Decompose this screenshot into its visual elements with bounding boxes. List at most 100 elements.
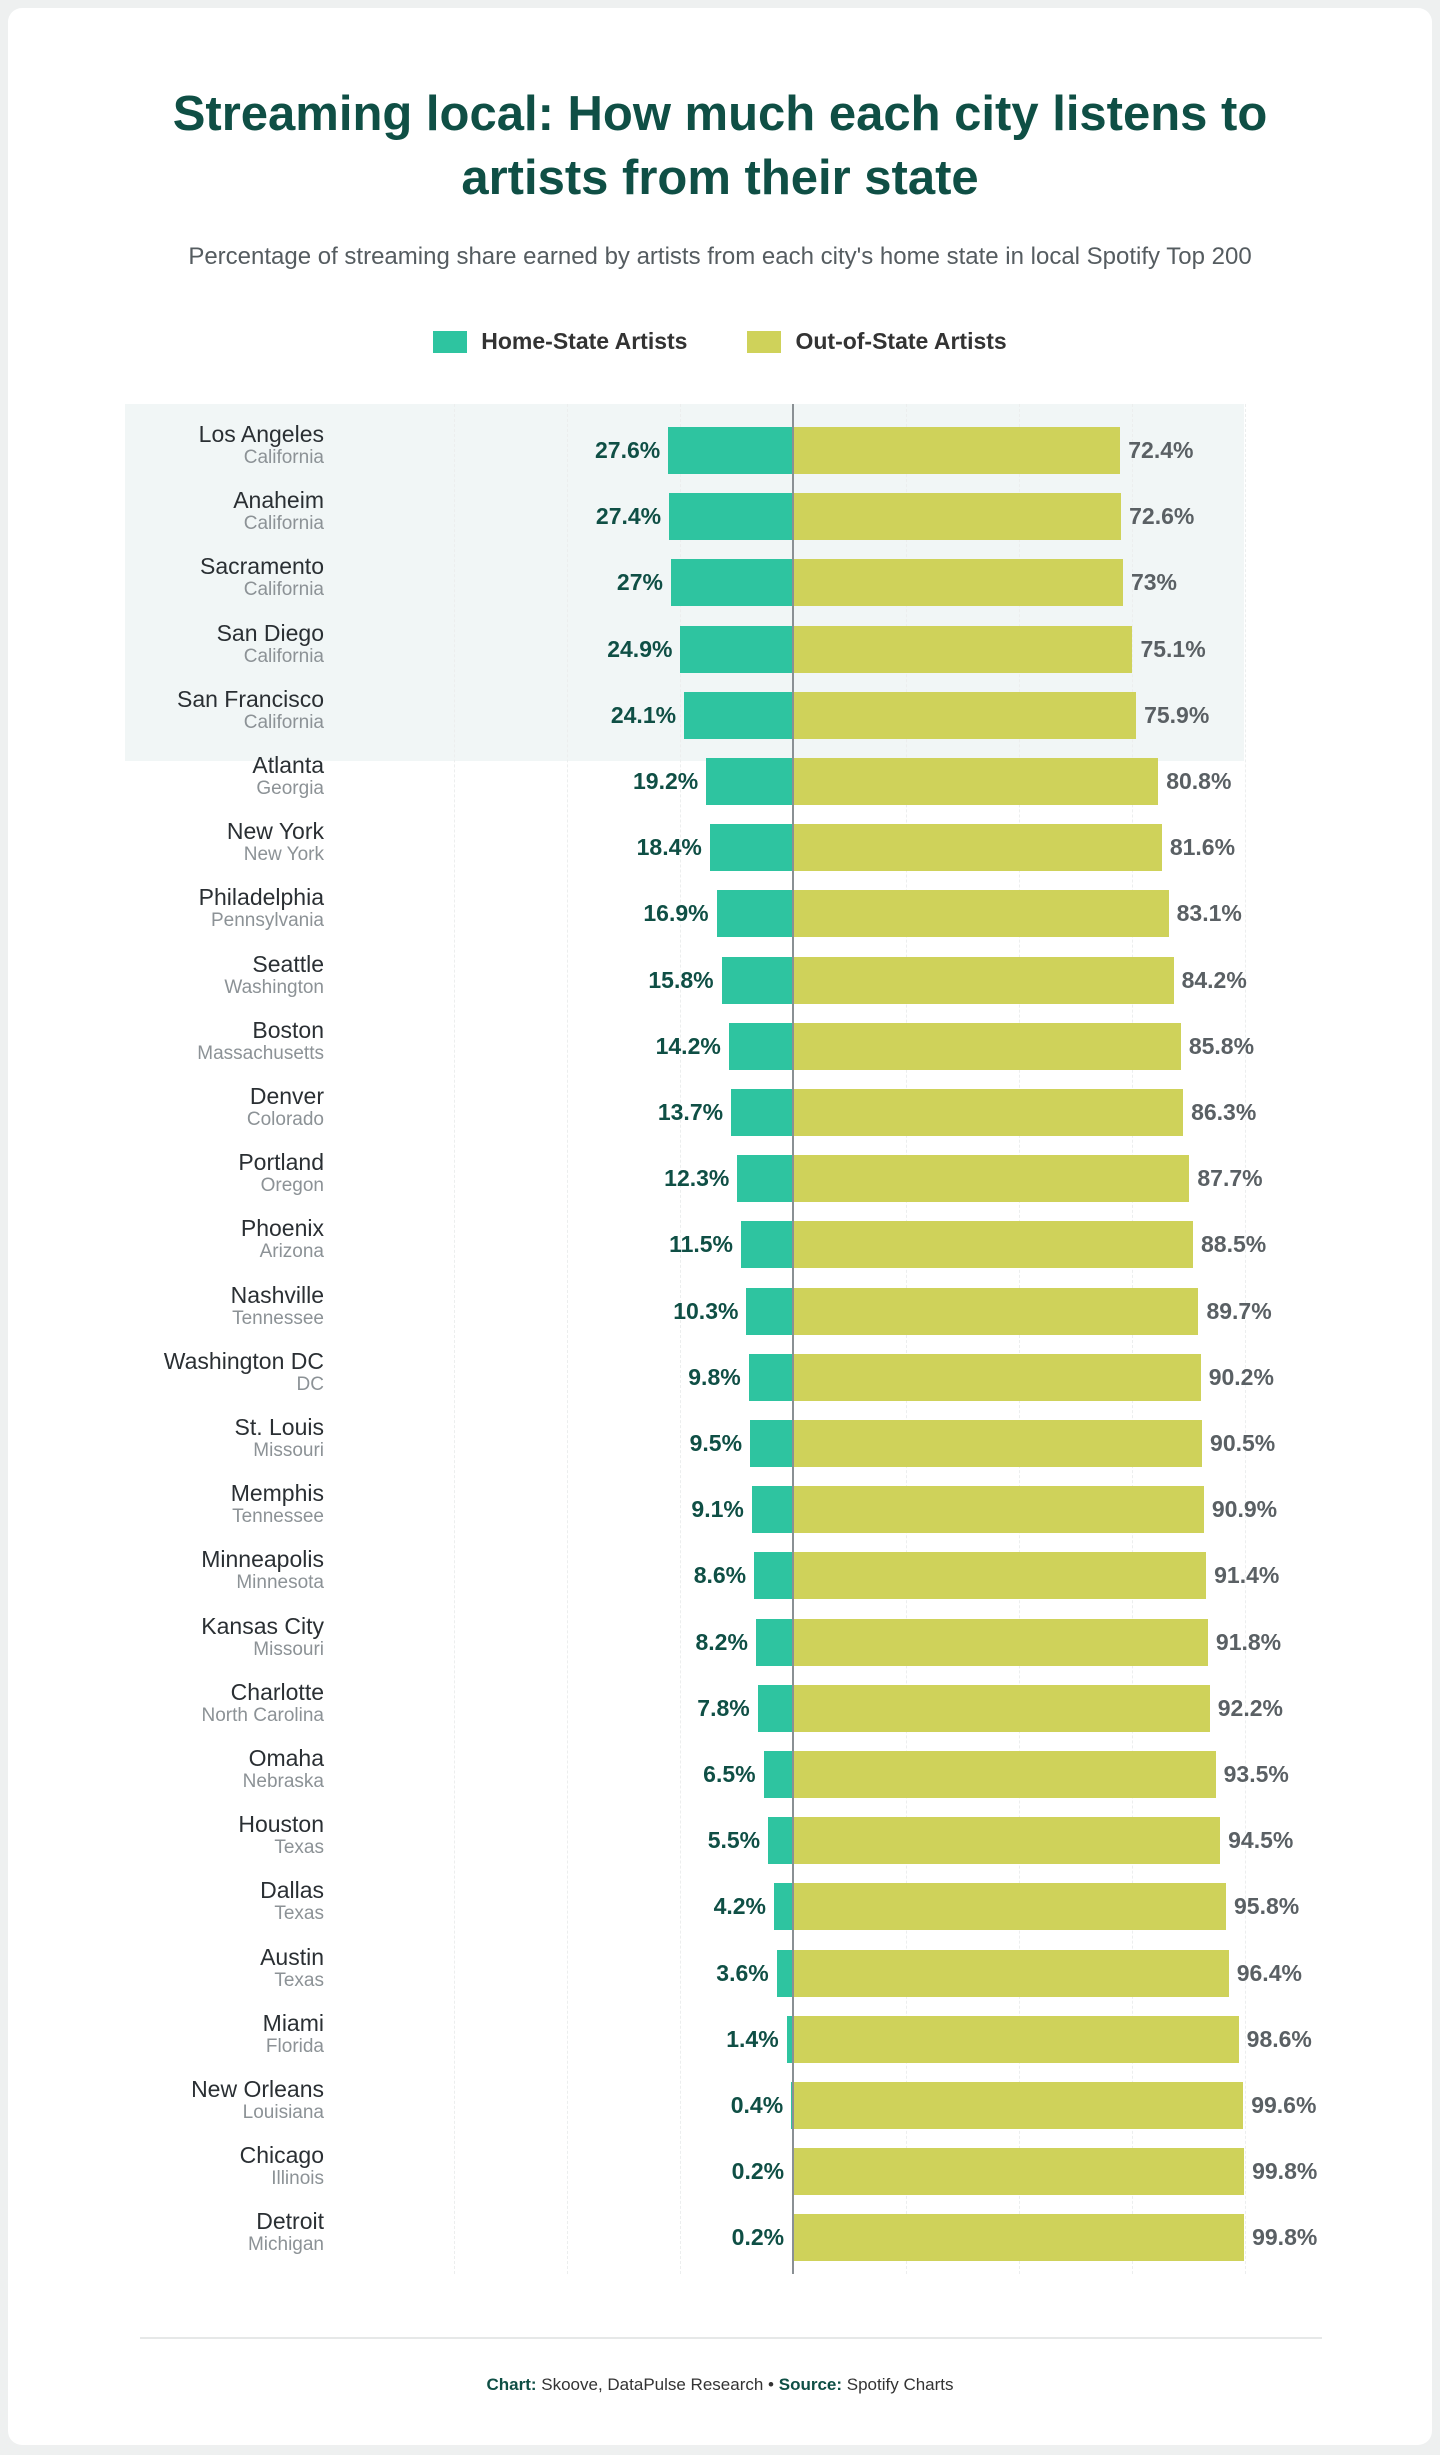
chart-row: Phoenix Arizona 11.5% 88.5% xyxy=(0,1212,1440,1278)
chart-row: Dallas Texas 4.2% 95.8% xyxy=(0,1874,1440,1940)
chart-credit-label: Chart: xyxy=(486,2375,537,2394)
city-label: Denver xyxy=(249,1083,324,1109)
home-value-label: 7.8% xyxy=(697,1694,750,1721)
out-bar xyxy=(793,824,1162,872)
out-bar xyxy=(793,493,1122,541)
state-label: Colorado xyxy=(246,1109,324,1130)
out-bar xyxy=(793,2082,1244,2129)
state-label: Texas xyxy=(274,1903,324,1925)
out-bar xyxy=(793,427,1121,474)
chart-row: Los Angeles California 27.6% 72.4% xyxy=(0,418,1440,484)
home-bar xyxy=(668,427,793,474)
out-value-label: 81.6% xyxy=(1169,834,1236,861)
home-value-label: 0.2% xyxy=(731,2158,785,2185)
home-value-label: 11.5% xyxy=(669,1231,734,1258)
home-bar xyxy=(709,824,793,872)
chart-subtitle: Percentage of streaming share earned by … xyxy=(188,243,1252,270)
city-label: Boston xyxy=(252,1016,324,1043)
home-value-label: 15.8% xyxy=(648,966,714,993)
out-bar xyxy=(793,2214,1245,2262)
state-label: New York xyxy=(243,844,324,866)
out-bar xyxy=(793,1287,1199,1335)
gridline xyxy=(567,404,568,2274)
legend-swatch-home xyxy=(433,330,468,353)
city-label: Washington DC xyxy=(163,1347,324,1374)
city-label: Nashville xyxy=(230,1281,324,1308)
out-bar xyxy=(793,691,1137,739)
city-label: Kansas City xyxy=(201,1612,324,1639)
chart-row: Anaheim California 27.4% 72.6% xyxy=(0,484,1440,550)
state-label: Oregon xyxy=(260,1175,324,1197)
zero-axis xyxy=(792,404,794,2274)
state-label: Texas xyxy=(274,1969,324,1991)
home-value-label: 9.5% xyxy=(689,1430,743,1456)
out-value-label: 90.5% xyxy=(1210,1430,1276,1456)
state-label: Tennessee xyxy=(232,1506,324,1528)
home-bar xyxy=(670,559,793,607)
home-bar xyxy=(768,1817,793,1865)
home-value-label: 14.2% xyxy=(655,1032,721,1059)
footer-credits: Chart: Skoove, DataPulse Research • Sour… xyxy=(0,2375,1440,2395)
legend-label: Home-State Artists xyxy=(481,328,688,354)
home-bar xyxy=(728,1022,793,1070)
chart-credit: Skoove, DataPulse Research xyxy=(536,2375,764,2394)
city-label: Austin xyxy=(260,1943,324,1970)
out-bar xyxy=(793,1817,1221,1865)
home-value-label: 9.8% xyxy=(688,1363,741,1390)
chart-row: Miami Florida 1.4% 98.6% xyxy=(0,2007,1440,2073)
state-label: California xyxy=(243,447,324,468)
home-value-label: 19.2% xyxy=(632,768,699,794)
out-value-label: 75.9% xyxy=(1144,701,1210,728)
legend-item-out: Out-of-State Artists xyxy=(747,328,1007,355)
city-label: Omaha xyxy=(248,1745,324,1771)
chart-row: Chicago Illinois 0.2% 99.8% xyxy=(0,2139,1440,2205)
state-label: Massachusetts xyxy=(197,1042,324,1064)
home-bar xyxy=(748,1353,793,1401)
chart-row: Charlotte North Carolina 7.8% 92.2% xyxy=(0,1676,1440,1742)
out-value-label: 84.2% xyxy=(1181,966,1247,993)
out-value-label: 98.6% xyxy=(1246,2025,1312,2052)
home-value-label: 5.5% xyxy=(707,1827,761,1854)
home-value-label: 1.4% xyxy=(726,2025,779,2052)
city-label: Memphis xyxy=(230,1480,324,1507)
chart-row: San Diego California 24.9% 75.1% xyxy=(0,617,1440,683)
chart-row: Minneapolis Minnesota 8.6% 91.4% xyxy=(0,1543,1440,1609)
out-value-label: 86.3% xyxy=(1191,1099,1257,1125)
out-value-label: 99.8% xyxy=(1252,2224,1318,2251)
city-label: Los Angeles xyxy=(198,421,324,447)
source-credit: Spotify Charts xyxy=(842,2375,954,2394)
home-value-label: 6.5% xyxy=(703,1761,756,1787)
state-label: Louisiana xyxy=(242,2102,324,2123)
out-value-label: 83.1% xyxy=(1176,900,1242,927)
home-value-label: 8.6% xyxy=(693,1562,747,1589)
out-bar xyxy=(793,1022,1181,1070)
out-bar xyxy=(793,1618,1208,1666)
state-label: Minnesota xyxy=(236,1572,324,1594)
state-label: California xyxy=(243,645,324,667)
chart-row: New York New York 18.4% 81.6% xyxy=(0,815,1440,881)
out-bar xyxy=(793,890,1169,938)
city-label: San Diego xyxy=(216,619,324,646)
city-label: Phoenix xyxy=(240,1215,324,1242)
home-bar xyxy=(716,890,793,938)
home-bar xyxy=(731,1089,793,1136)
state-label: Illinois xyxy=(271,2168,324,2190)
chart-row: San Francisco California 24.1% 75.9% xyxy=(0,683,1440,749)
city-label: Philadelphia xyxy=(198,884,324,911)
state-label: California xyxy=(243,513,324,535)
chart-row: Portland Oregon 12.3% 87.7% xyxy=(0,1146,1440,1212)
chart-row: Atlanta Georgia 19.2% 80.8% xyxy=(0,749,1440,815)
title-line-2: artists from their state xyxy=(461,151,979,205)
gridline xyxy=(680,404,681,2274)
home-value-label: 27.6% xyxy=(595,437,661,463)
home-bar xyxy=(786,2015,793,2063)
city-label: Minneapolis xyxy=(201,1546,324,1573)
gridline xyxy=(1245,404,1246,2274)
out-value-label: 96.4% xyxy=(1236,1959,1302,1986)
home-value-label: 3.6% xyxy=(716,1959,769,1986)
chart-row: New Orleans Louisiana 0.4% 99.6% xyxy=(0,2073,1440,2139)
out-value-label: 72.4% xyxy=(1128,437,1194,463)
home-bar xyxy=(757,1684,793,1732)
legend-label: Out-of-State Artists xyxy=(795,328,1007,354)
chart-row: Memphis Tennessee 9.1% 90.9% xyxy=(0,1477,1440,1543)
